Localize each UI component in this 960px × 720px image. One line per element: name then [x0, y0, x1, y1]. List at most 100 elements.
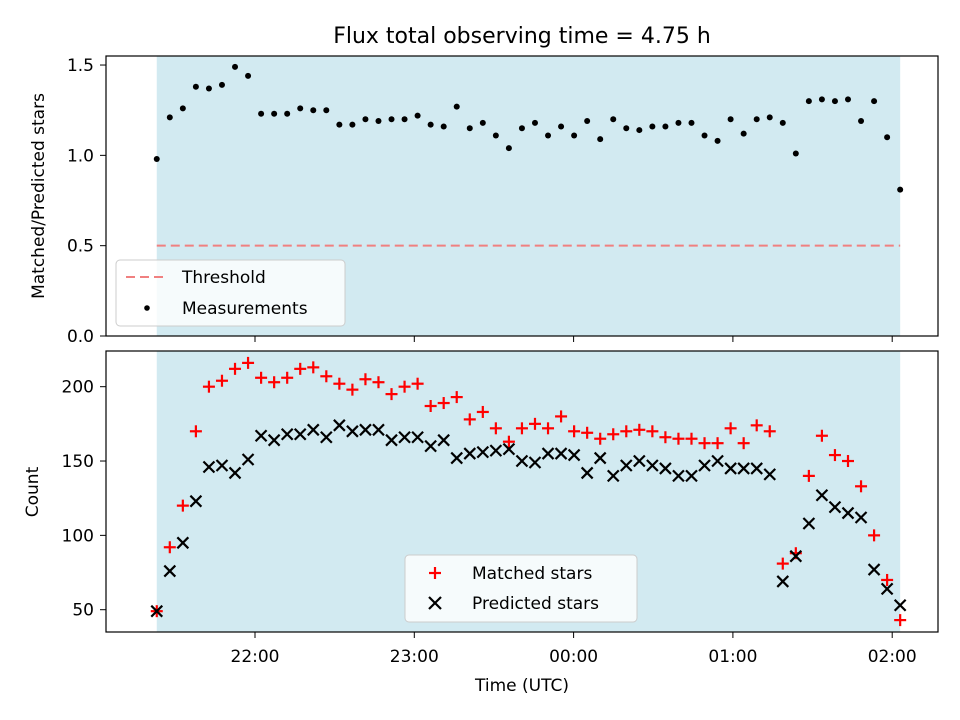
- predicted-stars-points: [150, 419, 907, 618]
- matched-star-point: [659, 431, 672, 444]
- measurement-point: [649, 123, 656, 130]
- measurement-point: [336, 121, 343, 128]
- measurement-point: [492, 132, 499, 139]
- time-x-axis: 22:00 23:00 00:00 01:00 02:00: [231, 632, 917, 667]
- predicted-star-point: [359, 423, 372, 437]
- measurement-point: [518, 125, 525, 132]
- predicted-star-point: [515, 454, 529, 468]
- matched-star-point: [333, 377, 346, 390]
- measurement-point: [701, 132, 708, 139]
- predicted-star-point: [372, 423, 385, 437]
- measurement-point: [753, 116, 760, 123]
- legend-label-predicted: Predicted stars: [472, 594, 599, 614]
- predicted-legend-swatch: [428, 596, 442, 610]
- x-tick-label: 23:00: [390, 647, 439, 667]
- measurement-point: [897, 186, 904, 193]
- ratio-x-ticks: [254, 336, 893, 342]
- predicted-star-point: [476, 445, 490, 459]
- matched-star-point: [307, 361, 320, 374]
- matched-star-point: [815, 429, 828, 442]
- measurement-point: [205, 85, 212, 92]
- measurement-point: [584, 118, 591, 125]
- predicted-star-point: [698, 459, 711, 472]
- y-tick-label: 0.5: [67, 237, 94, 257]
- predicted-star-point: [659, 462, 672, 475]
- measurement-point: [727, 116, 734, 123]
- predicted-star-point: [411, 430, 424, 444]
- matched-star-point: [620, 425, 633, 438]
- legend-label-threshold: Threshold: [181, 268, 266, 288]
- predicted-star-point: [320, 430, 333, 444]
- matched-star-point: [215, 374, 228, 387]
- x-tick-label: 01:00: [708, 647, 757, 667]
- matched-star-point: [894, 614, 907, 627]
- measurement-point: [818, 96, 825, 103]
- predicted-star-point: [163, 564, 177, 578]
- measurement-point: [610, 116, 617, 123]
- matched-star-point: [776, 557, 789, 570]
- x-tick-label: 02:00: [868, 647, 917, 667]
- matched-star-point: [450, 391, 463, 404]
- matched-star-point: [281, 371, 294, 384]
- matched-star-point: [359, 373, 372, 386]
- matched-star-point: [685, 432, 698, 445]
- predicted-star-point: [606, 469, 620, 483]
- measurement-point: [831, 98, 838, 105]
- measurement-point: [179, 105, 186, 112]
- measurement-points: [153, 63, 904, 193]
- y-tick-label: 100: [62, 526, 94, 546]
- predicted-star-point: [450, 451, 464, 465]
- predicted-star-point: [646, 459, 659, 472]
- predicted-star-point: [750, 462, 763, 475]
- matched-star-point: [515, 422, 528, 435]
- predicted-star-point: [202, 460, 216, 474]
- measurement-point: [779, 119, 786, 126]
- matched-star-point: [763, 425, 776, 438]
- measurement-point: [805, 98, 812, 105]
- measurement-point: [479, 119, 486, 126]
- predicted-star-point: [346, 425, 359, 438]
- matched-star-point: [242, 356, 255, 369]
- matched-star-point: [841, 455, 854, 468]
- predicted-star-point: [893, 598, 907, 612]
- predicted-star-point: [398, 430, 411, 444]
- measurement-point: [505, 145, 512, 152]
- matched-star-point: [750, 419, 763, 432]
- legend-label-measurements: Measurements: [182, 299, 308, 319]
- predicted-star-point: [880, 582, 894, 596]
- measurement-point: [232, 63, 239, 70]
- predicted-star-point: [593, 451, 607, 465]
- measurement-point: [844, 96, 851, 103]
- ratio-legend: Threshold Measurements: [115, 259, 346, 327]
- ratio-y-axis-label: Matched/Predicted stars: [29, 93, 49, 299]
- measurement-point: [284, 110, 291, 117]
- matched-star-point: [646, 425, 659, 438]
- matched-star-point: [176, 499, 189, 512]
- predicted-star-point: [293, 427, 307, 441]
- matched-star-point: [255, 371, 268, 384]
- measurement-point: [740, 130, 747, 137]
- legend-box: [115, 259, 346, 327]
- predicted-star-point: [841, 506, 855, 520]
- matched-star-point: [672, 432, 685, 445]
- predicted-star-point: [867, 563, 881, 576]
- predicted-star-point: [267, 433, 281, 447]
- matched-star-point: [385, 388, 398, 401]
- predicted-star-point: [854, 511, 868, 524]
- predicted-star-point: [763, 468, 777, 481]
- measurement-point: [858, 118, 865, 125]
- predicted-star-point: [789, 549, 803, 563]
- predicted-star-point: [489, 444, 503, 457]
- y-tick-label: 150: [62, 452, 94, 472]
- matched-star-point: [881, 573, 894, 586]
- matched-star-point: [476, 405, 489, 418]
- matched-star-point: [424, 400, 437, 413]
- predicted-star-point: [333, 419, 346, 432]
- matched-star-point: [346, 383, 359, 396]
- legend-box: [404, 554, 638, 623]
- measurement-point: [884, 134, 891, 141]
- measurement-point: [440, 123, 447, 130]
- measurement-point: [466, 125, 473, 132]
- measurement-point: [218, 81, 225, 88]
- measurement-point: [192, 83, 199, 90]
